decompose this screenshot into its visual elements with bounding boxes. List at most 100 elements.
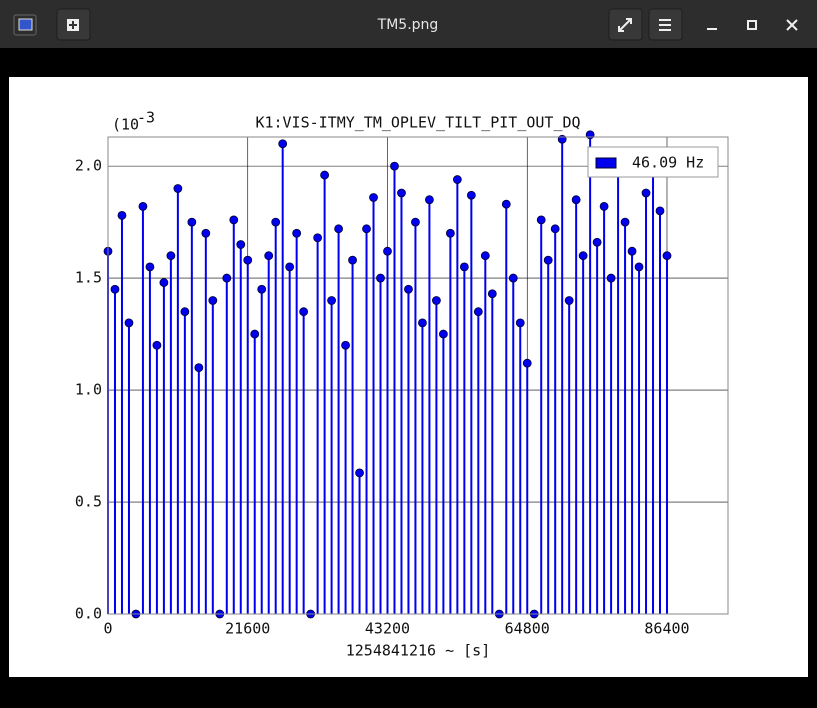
y-scale-exponent: -3 [137,109,155,127]
plot-frame [107,136,729,615]
stem-marker [320,170,330,180]
stem-marker [117,210,127,220]
stem-marker [550,224,560,234]
stem-marker [425,195,434,205]
window-title: TM5.png [377,17,439,33]
x-tick-label: 64800 [505,620,550,638]
stem-marker [578,251,588,261]
stem-marker [341,340,350,350]
stem-marker [362,224,371,234]
app-icon [13,14,37,36]
stem-marker [229,215,239,225]
stem-marker [404,284,413,294]
stem-marker [390,161,399,171]
app-icon-image [18,18,33,31]
stem-marker [152,340,162,350]
stem-marker [124,318,134,328]
stem-marker [285,262,295,272]
stem-marker [383,246,392,256]
legend-swatch [595,157,617,169]
stem-marker [348,255,357,265]
x-tick-label: 21600 [225,620,270,638]
stem-marker [438,329,448,339]
y-tick-label: 1.5 [75,269,102,287]
y-tick-label: 0.0 [75,605,102,623]
stem-marker [501,199,511,209]
menu-icon [659,19,671,31]
stem-marker [620,217,630,227]
stem-marker [313,233,323,243]
stem-marker [243,255,253,265]
stem-marker [208,296,218,305]
chart-title: K1:VIS-ITMY_TM_OPLEV_TILT_PIT_OUT_DQ [255,114,580,132]
stem-marker [627,246,637,256]
x-tick-label: 86400 [644,620,689,638]
stem-marker [376,273,385,283]
fullscreen-icon [618,18,632,32]
new-icon-plus [69,21,77,29]
y-tick-label: 2.0 [75,157,102,175]
stem-marker [452,175,462,184]
maximize-button[interactable] [747,20,757,30]
stem-marker [327,296,336,305]
x-axis-label: 1254841216 ~ [s] [346,642,491,660]
stem-marker [110,284,120,294]
stem-marker [564,296,574,305]
stem-marker [411,217,420,227]
stem-marker [369,193,378,202]
stem-marker [250,329,260,339]
stem-marker [432,296,441,305]
stem-marker [473,307,483,317]
stem-marker [278,139,288,149]
stem-marker [236,240,246,249]
stem-marker [522,358,532,368]
stem-marker [515,318,525,328]
stem-marker [571,195,581,205]
stem-marker [606,273,616,283]
stem-marker [264,251,274,261]
stem-marker [145,262,155,272]
stem-marker [194,363,204,373]
stem-marker [159,278,169,287]
stem-marker [299,307,309,317]
y-tick-label: 1.0 [75,381,102,399]
stem-marker [592,237,602,247]
stem-marker [634,262,644,272]
stem-marker [536,215,546,225]
stem-marker [487,289,497,299]
stem-marker [292,228,302,238]
stem-marker [480,251,490,261]
stem-marker [445,228,455,238]
stem-marker [334,224,343,234]
stem-marker [662,251,672,261]
stem-marker [459,262,469,272]
stem-marker [187,217,197,227]
x-tick-label: 0 [103,620,112,638]
stem-marker [397,188,406,198]
x-tick-label: 43200 [365,620,410,638]
stem-marker [166,251,176,261]
stem-marker [271,217,281,227]
stem-marker [257,284,267,294]
stem-marker [138,202,148,211]
legend-label: 46.09 Hz [632,154,704,172]
stem-marker [418,318,427,328]
stem-marker [201,228,211,238]
close-button[interactable] [786,19,798,31]
y-scale-label: (10 [112,116,139,134]
stem-marker [585,130,595,140]
stem-marker [173,184,183,193]
stem-marker [508,273,518,283]
stem-marker [180,307,190,317]
stem-marker [557,134,567,144]
y-tick-label: 0.5 [75,493,102,511]
stem-marker [543,255,553,265]
stem-marker [466,190,476,200]
stem-marker [222,273,232,283]
stem-marker [641,188,651,198]
stem-marker [655,206,665,216]
stem-marker [599,202,609,211]
stem-marker [355,468,364,478]
